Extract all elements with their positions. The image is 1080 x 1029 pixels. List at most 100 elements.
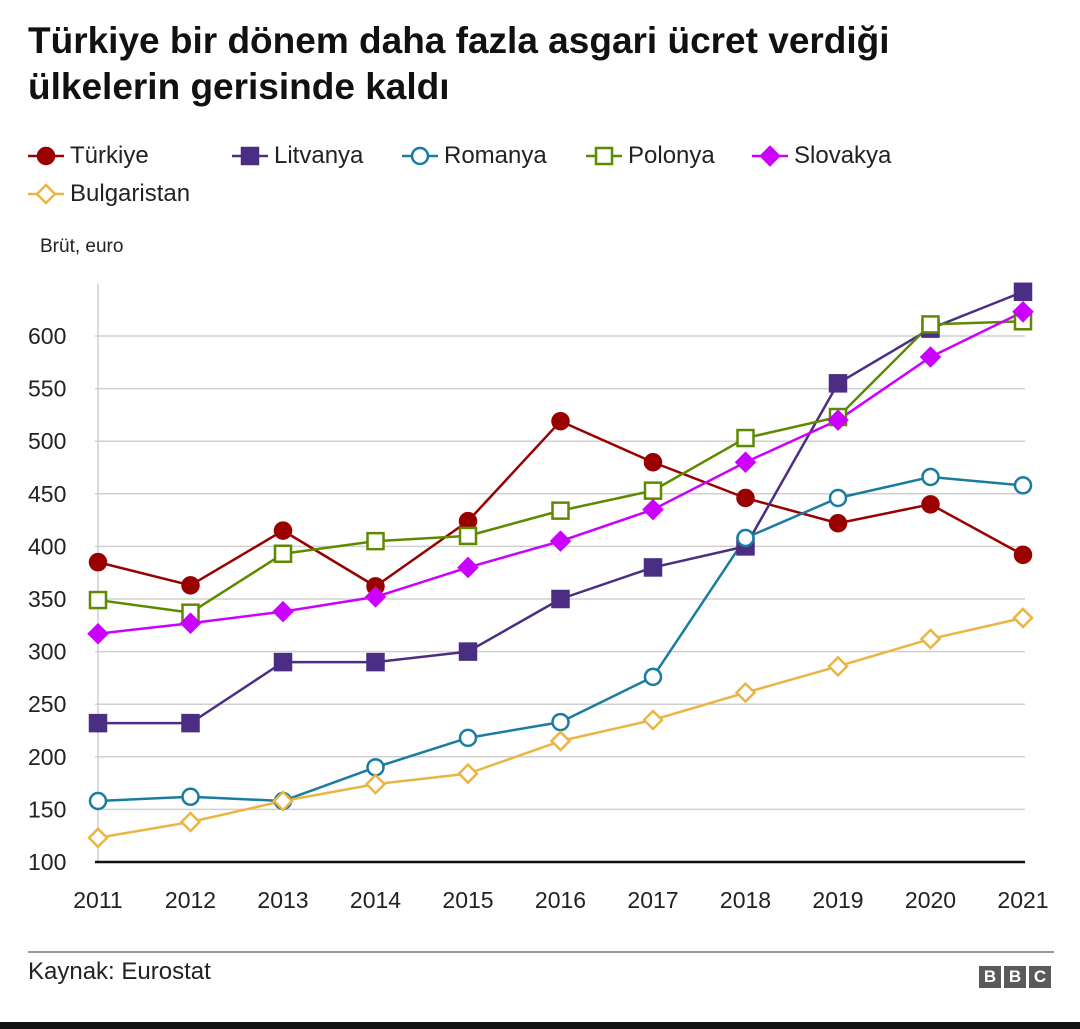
data-point-slovakya xyxy=(919,346,942,368)
line-chart: 100 150 200 250 300 350 400 450 500 550 600 2011 201… xyxy=(28,282,1049,913)
data-point-litvanya xyxy=(551,589,570,609)
x-tick-label: 2019 xyxy=(812,887,863,913)
data-point-romanya xyxy=(88,791,108,811)
data-point-litvanya xyxy=(273,652,293,672)
data-point-polonya xyxy=(366,531,385,551)
data-point-bulgaristan xyxy=(457,762,479,785)
data-point-turkiye xyxy=(643,452,663,472)
y-tick-label: 100 xyxy=(28,849,66,875)
legend-label-turkiye: Türkiye xyxy=(70,142,149,169)
data-point-litvanya xyxy=(643,558,663,577)
legend-symbol-litvanya xyxy=(240,146,260,166)
data-point-litvanya xyxy=(458,642,478,661)
x-tick-label: 2011 xyxy=(73,887,122,913)
footer-divider xyxy=(28,951,1054,953)
y-tick-label: 550 xyxy=(28,376,66,402)
data-point-turkiye xyxy=(828,514,848,533)
y-tick-label: 300 xyxy=(28,639,66,665)
bbc-logo: B B C xyxy=(979,966,1051,988)
data-point-romanya xyxy=(921,467,940,487)
data-point-bulgaristan xyxy=(642,709,664,731)
legend-symbol-slovakya xyxy=(759,145,781,167)
legend-label-polonya: Polonya xyxy=(628,142,715,169)
data-point-litvanya xyxy=(828,374,848,393)
legend-marker-slovakya xyxy=(752,145,788,167)
data-point-romanya xyxy=(181,787,200,807)
data-point-turkiye xyxy=(181,576,200,595)
legend-label-slovakya: Slovakya xyxy=(794,142,892,169)
data-point-romanya xyxy=(458,728,478,748)
data-point-polonya xyxy=(458,526,478,546)
legend-marker-romanya xyxy=(402,146,438,166)
data-point-turkiye xyxy=(273,521,293,540)
data-point-turkiye xyxy=(921,495,940,514)
legend-label-bulgaristan: Bulgaristan xyxy=(70,180,191,207)
legend-marker-litvanya xyxy=(232,146,268,166)
legend-label-litvanya: Litvanya xyxy=(274,142,364,169)
data-point-slovakya xyxy=(87,622,109,645)
data-point-slovakya xyxy=(1012,301,1034,323)
series-line-polonya xyxy=(97,320,1024,614)
y-tick-label: 400 xyxy=(28,533,66,559)
data-point-bulgaristan xyxy=(827,655,849,678)
data-point-polonya xyxy=(736,428,755,448)
data-point-bulgaristan xyxy=(87,827,109,849)
data-point-polonya xyxy=(643,481,663,500)
source-note: Kaynak: Eurostat xyxy=(28,958,211,985)
legend-symbol-polonya xyxy=(594,146,614,166)
x-tick-label: 2015 xyxy=(442,887,493,913)
data-point-litvanya xyxy=(366,652,385,672)
data-point-slovakya xyxy=(364,586,387,608)
y-axis-unit-label: Brüt, euro xyxy=(40,236,124,257)
legend-marker-bulgaristan xyxy=(28,183,64,205)
bottom-rule xyxy=(0,1022,1080,1029)
data-point-slovakya xyxy=(827,409,849,431)
data-point-litvanya xyxy=(88,713,108,733)
bbc-logo-letter: C xyxy=(1029,966,1051,988)
y-tick-label: 500 xyxy=(28,428,66,454)
data-point-slovakya xyxy=(734,451,757,474)
data-point-bulgaristan xyxy=(549,730,572,752)
data-point-romanya xyxy=(1013,476,1033,495)
legend-item-turkiye: Türkiye xyxy=(26,138,149,174)
y-tick-label: 200 xyxy=(28,744,66,770)
data-point-polonya xyxy=(551,501,570,520)
series-line-romanya xyxy=(97,475,1024,803)
legend-item-polonya: Polonya xyxy=(584,138,715,174)
data-point-turkiye xyxy=(551,411,570,431)
legend-marker-polonya xyxy=(586,146,622,166)
data-point-polonya xyxy=(273,544,293,564)
data-point-bulgaristan xyxy=(919,628,942,650)
legend-symbol-bulgaristan xyxy=(35,183,57,205)
data-point-slovakya xyxy=(179,612,202,634)
legend-item-slovakya: Slovakya xyxy=(750,138,891,174)
data-point-litvanya xyxy=(181,713,200,733)
data-point-bulgaristan xyxy=(1012,607,1034,629)
legend-label-romanya: Romanya xyxy=(444,142,547,169)
legend-item-romanya: Romanya xyxy=(400,138,547,174)
data-point-turkiye xyxy=(88,552,108,572)
data-point-slovakya xyxy=(272,600,294,623)
x-tick-label: 2017 xyxy=(627,887,678,913)
x-tick-label: 2013 xyxy=(257,887,308,913)
series-line-slovakya xyxy=(97,310,1024,635)
legend-symbol-romanya xyxy=(410,146,430,166)
data-point-turkiye xyxy=(736,488,755,508)
x-tick-label: 2016 xyxy=(535,887,586,913)
data-point-turkiye xyxy=(1013,545,1033,565)
chart-title: Türkiye bir dönem daha fazla asgari ücre… xyxy=(28,20,890,107)
x-tick-label: 2020 xyxy=(905,887,956,913)
data-point-slovakya xyxy=(549,530,572,552)
data-point-romanya xyxy=(828,488,848,508)
data-point-bulgaristan xyxy=(734,681,757,704)
x-tick-label: 2021 xyxy=(997,887,1048,913)
y-tick-label: 250 xyxy=(28,691,66,717)
data-point-slovakya xyxy=(457,556,479,579)
x-tick-label: 2014 xyxy=(350,887,401,913)
data-point-romanya xyxy=(366,758,385,777)
data-point-romanya xyxy=(643,667,663,687)
data-point-bulgaristan xyxy=(364,773,387,795)
legend-symbol-turkiye xyxy=(36,146,56,166)
x-tick-label: 2012 xyxy=(165,887,216,913)
legend-item-bulgaristan: Bulgaristan xyxy=(26,176,190,212)
